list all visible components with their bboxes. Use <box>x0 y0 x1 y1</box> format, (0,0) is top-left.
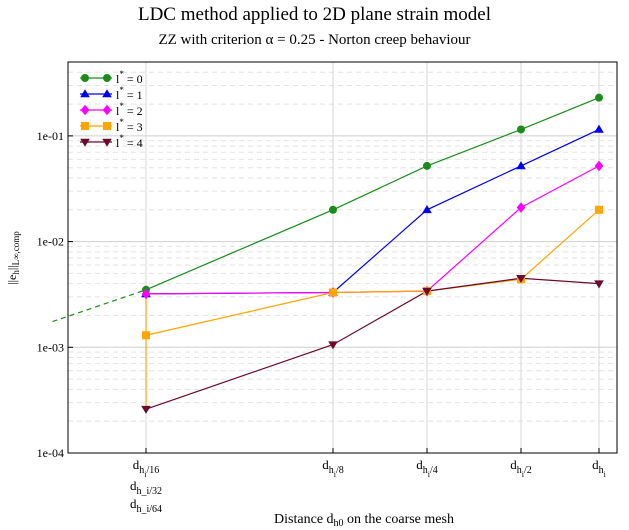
legend-label: l* = 3 <box>116 117 143 134</box>
plot-frame <box>67 61 618 454</box>
x-axis-label: Distance dh0 on the coarse mesh <box>274 512 454 529</box>
data-point <box>102 89 112 98</box>
grid <box>68 61 617 454</box>
axis-labels: Distance dh0 on the coarse mesh ||eh||L∞,… <box>5 231 454 529</box>
data-point <box>80 138 90 147</box>
series-line <box>145 97 600 291</box>
x-tick-label-extra: dh_i/64 <box>130 496 162 515</box>
data-point <box>141 405 151 414</box>
y-tick-label: 1e-04 <box>37 446 64 460</box>
x-tick-label: dhi/16 <box>133 457 160 479</box>
legend-label: l* = 2 <box>116 101 143 118</box>
data-point <box>81 122 89 130</box>
series-line <box>145 128 600 295</box>
series-line <box>145 209 600 336</box>
legend-label: l* = 0 <box>116 69 143 86</box>
y-tick-label: 1e-02 <box>37 235 64 249</box>
data-point <box>422 287 432 296</box>
data-point <box>329 205 337 214</box>
x-tick-label: dhi/2 <box>510 457 532 479</box>
data-point <box>102 104 112 116</box>
data-point <box>516 202 526 213</box>
data-point <box>142 331 150 340</box>
series-layer <box>52 93 604 414</box>
data-point <box>422 204 432 214</box>
y-tick-label: 1e-03 <box>37 340 64 354</box>
data-point <box>516 161 526 170</box>
data-point <box>595 93 603 102</box>
data-point <box>594 160 604 172</box>
data-point <box>81 74 89 82</box>
y-tick-label: 1e-01 <box>37 129 64 143</box>
data-point <box>516 274 526 284</box>
data-point <box>594 280 604 289</box>
data-point <box>103 122 111 130</box>
x-tick-label: dhi/8 <box>322 457 344 479</box>
data-point <box>80 104 90 116</box>
axis-ticks: 1e-04 1e-03 1e-02 1e-01 dhi/16dh_i/32dh_i/64… <box>37 129 607 515</box>
data-point <box>517 125 525 134</box>
chart-title: LDC method applied to 2D plane strain mo… <box>137 4 491 25</box>
legend-label: l* = 1 <box>116 85 143 102</box>
x-tick-label-extra: dh_i/32 <box>130 478 162 497</box>
data-point <box>103 74 111 82</box>
data-point <box>102 138 112 147</box>
x-tick-label: dhi/4 <box>416 457 438 479</box>
legend-label: l* = 4 <box>116 133 143 150</box>
data-point <box>141 288 151 300</box>
y-axis-label: ||eh||L∞,comp <box>5 231 21 285</box>
chart-subtitle: ZZ with criterion α = 0.25 - Norton cree… <box>158 32 471 48</box>
data-point <box>595 205 603 214</box>
data-point <box>423 161 431 170</box>
series-extrapolation <box>52 289 147 323</box>
data-point <box>80 89 90 98</box>
legend: l* = 0l* = 1l* = 2l* = 3l* = 4 <box>80 69 143 150</box>
data-point <box>594 124 604 133</box>
data-point <box>329 288 337 297</box>
data-point <box>328 341 338 350</box>
series-line <box>145 165 600 295</box>
x-tick-label: dhi <box>592 457 607 479</box>
